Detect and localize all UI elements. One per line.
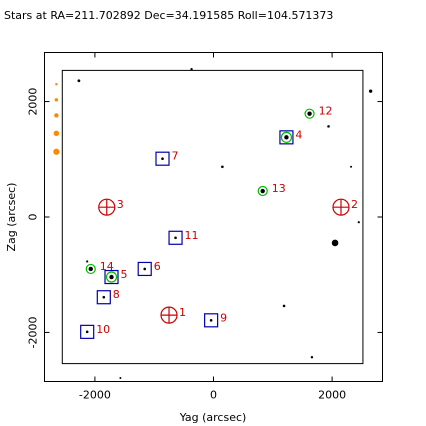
catalog-star	[88, 266, 93, 272]
catalog-star	[260, 188, 265, 194]
guide-star-circle	[304, 108, 315, 119]
catalog-item-7: 7	[155, 150, 179, 166]
catalog-star	[174, 236, 177, 240]
catalog-star	[284, 135, 289, 140]
y-axis-label: Zag (arcsec)	[5, 183, 18, 252]
catalog-star	[143, 267, 147, 271]
field-star	[357, 221, 360, 224]
field-star	[282, 304, 286, 308]
catalog-label: 5	[121, 268, 128, 281]
catalog-label: 10	[96, 323, 110, 336]
axes: -2000 0 2000 -2000 0 2000	[27, 52, 383, 402]
catalog-item-10: 10	[80, 323, 110, 339]
acq-star-box	[168, 230, 183, 245]
mag-scale-dot	[53, 148, 60, 155]
y-tick-label: -2000	[27, 316, 40, 348]
guide-star-circle	[85, 263, 96, 275]
field-star	[310, 356, 314, 359]
catalog-star	[307, 111, 312, 116]
catalog-item-8: 8	[96, 288, 120, 305]
fid-label: 3	[117, 198, 124, 211]
fid-label: 2	[351, 198, 358, 211]
field-star	[221, 165, 224, 169]
catalog-item-14: 14	[85, 260, 114, 275]
catalog-label: 14	[100, 260, 114, 273]
x-tick-label: -2000	[79, 389, 111, 402]
field-star	[190, 68, 193, 71]
catalog-star	[161, 157, 164, 161]
x-tick-label: 0	[210, 389, 217, 402]
catalog-star	[85, 330, 89, 334]
catalog-label: 12	[319, 105, 333, 118]
catalog-label: 9	[220, 311, 227, 324]
guide-star-circle	[257, 185, 268, 197]
catalog-item-12: 12	[304, 105, 333, 119]
field-stars	[77, 68, 373, 380]
field-star	[327, 125, 330, 128]
guide-star-circle	[280, 131, 293, 143]
catalog-item-2: 2	[332, 198, 358, 216]
mag-scale-dot	[54, 98, 59, 102]
catalog-item-6: 6	[137, 260, 161, 277]
ccd-outline	[61, 69, 364, 365]
catalog-star	[209, 319, 213, 322]
field-star	[119, 377, 122, 380]
field-star	[331, 239, 339, 247]
acq-star-box	[137, 261, 152, 277]
catalog-item-9: 9	[204, 311, 227, 328]
x-tick-label: 2000	[318, 389, 346, 402]
guide-star-circle	[105, 271, 118, 283]
mag-scale-dot	[53, 130, 60, 137]
catalog-star	[102, 295, 106, 299]
acq-star-box	[104, 269, 119, 285]
catalog-label: 6	[154, 260, 161, 273]
catalog-item-5: 5	[104, 268, 128, 285]
field-star	[368, 89, 373, 93]
acq-star-box	[155, 151, 170, 166]
acq-star-box	[279, 130, 294, 145]
chart-title: Stars at RA=211.702892 Dec=34.191585 Rol…	[4, 9, 333, 22]
acq-star-box	[80, 324, 95, 339]
ccd-box	[61, 69, 364, 365]
catalog-item-13: 13	[257, 182, 286, 197]
acq-star-box	[204, 313, 219, 328]
mag-scale-dot	[54, 113, 59, 118]
catalog-item-11: 11	[168, 229, 199, 245]
y-tick-label: 2000	[27, 88, 40, 116]
acq-star-box	[96, 290, 111, 305]
catalog-label: 4	[295, 128, 302, 141]
catalog-item-1: 1	[160, 306, 186, 324]
magnitude-scale	[53, 83, 60, 155]
field-star	[77, 79, 81, 83]
plot-frame	[44, 52, 383, 382]
catalog-label: 11	[185, 229, 199, 242]
catalog-item-4: 4	[279, 128, 302, 145]
catalog-label: 8	[113, 288, 120, 301]
fid-label: 1	[179, 306, 186, 319]
mag-scale-dot	[55, 83, 58, 86]
field-star	[350, 165, 353, 168]
catalog-star	[109, 274, 114, 280]
y-tick-label: 0	[27, 214, 40, 221]
catalog-label: 7	[172, 150, 179, 163]
catalog-label: 13	[272, 182, 286, 195]
x-axis-label: Yag (arcsec)	[179, 411, 247, 424]
catalog-item-3: 3	[98, 198, 124, 216]
field-star	[86, 260, 89, 263]
